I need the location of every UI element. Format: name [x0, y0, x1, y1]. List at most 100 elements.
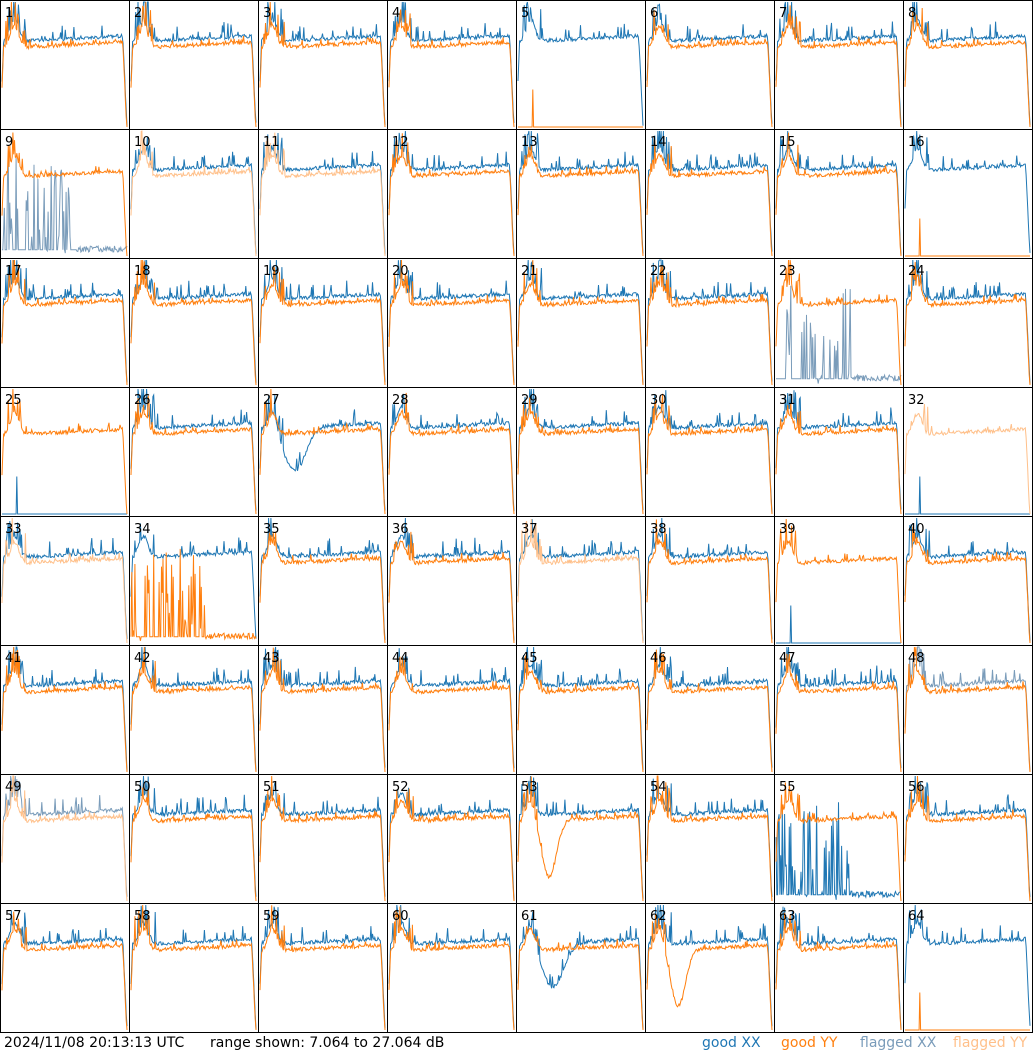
series-line-yy-good: [904, 775, 1031, 902]
series-line-yy-good: [259, 905, 386, 1031]
panel-frame: [903, 129, 1033, 259]
panel-8: 8: [903, 0, 1033, 130]
panel-33: 33: [0, 516, 130, 646]
series-line-yy-good: [775, 259, 902, 386]
panel-57: 57: [0, 903, 130, 1033]
panel-number: 11: [263, 135, 280, 150]
series-line-yy-good: [259, 388, 386, 515]
series-line-yy-good: [517, 397, 644, 515]
series-line-yy-flagged: [259, 132, 386, 257]
series-line-yy-good: [130, 1, 257, 128]
panel-40: 40: [903, 516, 1033, 646]
panel-number: 64: [908, 909, 925, 924]
series-line-xx-good: [904, 259, 1031, 385]
panel-frame: [516, 645, 646, 775]
panel-number: 42: [134, 651, 151, 666]
series-line-yy-good: [1, 132, 128, 257]
panel-6: 6: [645, 0, 775, 130]
panel-frame: [774, 0, 904, 130]
series-line-yy-good: [517, 926, 644, 1031]
panel-number: 48: [908, 651, 925, 666]
panel-52: 52: [387, 774, 517, 904]
series-line-yy-good: [388, 9, 515, 128]
panel-number: 31: [779, 393, 796, 408]
series-line-xx-good: [904, 130, 1031, 253]
panel-frame: [645, 387, 775, 517]
panel-14: 14: [645, 129, 775, 259]
series-line-yy-good: [646, 775, 773, 902]
panel-number: 14: [650, 135, 667, 150]
panel-64: 64: [903, 903, 1033, 1033]
panel-24: 24: [903, 258, 1033, 388]
panel-number: 35: [263, 522, 280, 537]
panel-number: 16: [908, 135, 925, 150]
series-line-xx-good: [388, 259, 515, 384]
series-line-yy-good: [388, 133, 515, 257]
panel-number: 37: [521, 522, 538, 537]
panel-frame: [387, 387, 517, 517]
panel-28: 28: [387, 387, 517, 517]
panel-63: 63: [774, 903, 904, 1033]
series-line-xx-good: [130, 646, 257, 772]
legend-flagged-xx: flagged XX: [860, 1035, 937, 1051]
panel-frame: [258, 129, 388, 259]
panel-2: 2: [129, 0, 259, 130]
series-line-yy-good: [775, 912, 902, 1031]
series-line-yy-good: [646, 139, 773, 257]
series-line-yy-good: [775, 518, 902, 644]
panel-20: 20: [387, 258, 517, 388]
panel-frame: [129, 774, 259, 904]
panel-number: 57: [5, 909, 22, 924]
panel-frame: [516, 258, 646, 388]
panel-frame: [645, 903, 775, 1033]
series-line-yy-good: [388, 906, 515, 1031]
panel-61: 61: [516, 903, 646, 1033]
panel-31: 31: [774, 387, 904, 517]
series-line-xx-good: [776, 605, 901, 644]
panel-number: 60: [392, 909, 409, 924]
panel-49: 49: [0, 774, 130, 904]
panel-frame: [516, 129, 646, 259]
panel-38: 38: [645, 516, 775, 646]
series-line-xx-good: [775, 1, 902, 126]
panel-frame: [258, 903, 388, 1033]
series-line-xx-good: [517, 646, 644, 771]
series-line-xx-good: [1, 646, 128, 772]
series-line-yy-good: [775, 782, 902, 902]
series-line-yy-good: [1, 911, 128, 1031]
panel-number: 38: [650, 522, 667, 537]
series-line-yy-good: [130, 904, 257, 1031]
panel-58: 58: [129, 903, 259, 1033]
panel-frame: [0, 903, 130, 1033]
panel-number: 27: [263, 393, 280, 408]
series-line-yy-good: [388, 392, 515, 515]
panel-1: 1: [0, 0, 130, 130]
panel-number: 36: [392, 522, 409, 537]
panel-number: 28: [392, 393, 409, 408]
panel-number: 23: [779, 264, 796, 279]
panel-frame: [387, 0, 517, 130]
panel-number: 18: [134, 264, 151, 279]
panel-number: 33: [5, 522, 22, 537]
series-line-yy-good: [517, 145, 644, 257]
series-line-yy-flagged: [1, 775, 128, 902]
series-line-yy-good: [1, 646, 128, 773]
series-line-xx-flagged: [2, 157, 128, 254]
series-line-xx-good: [775, 802, 902, 900]
series-line-xx-good: [646, 777, 773, 898]
panel-56: 56: [903, 774, 1033, 904]
panel-number: 29: [521, 393, 538, 408]
panel-frame: [516, 0, 646, 130]
series-line-yy-good: [259, 775, 386, 902]
panel-number: 22: [650, 264, 667, 279]
panel-number: 58: [134, 909, 151, 924]
panel-number: 50: [134, 780, 151, 795]
panel-18: 18: [129, 258, 259, 388]
series-line-yy-good: [646, 649, 773, 773]
series-line-xx-good: [904, 1, 1031, 126]
panel-62: 62: [645, 903, 775, 1033]
legend-good-yy: good YY: [781, 1035, 838, 1051]
series-line-xx-good: [388, 517, 515, 641]
series-line-yy-good: [646, 393, 773, 515]
panel-number: 4: [392, 6, 400, 21]
